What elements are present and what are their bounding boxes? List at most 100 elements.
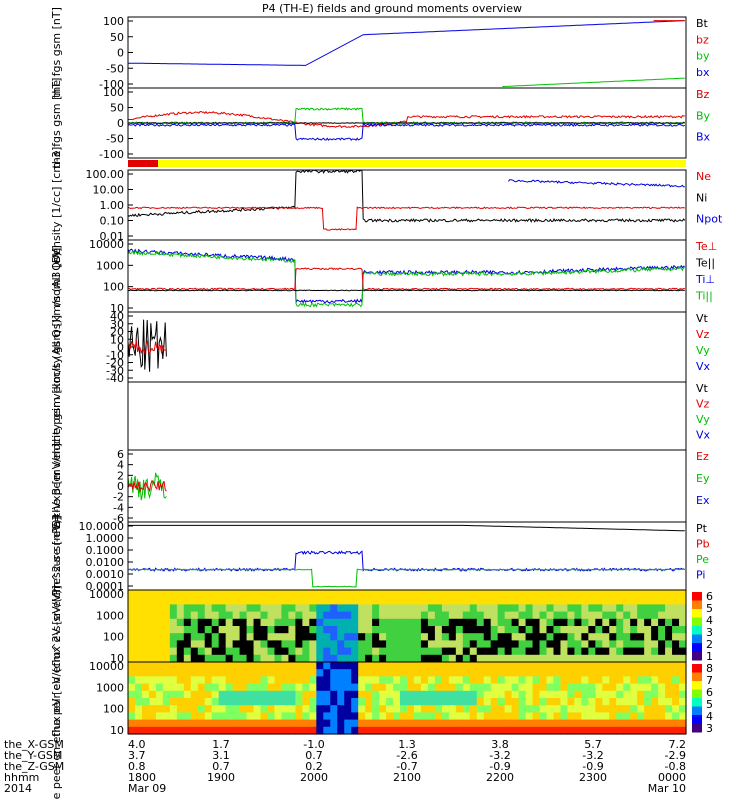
heatmap-cell — [546, 654, 555, 663]
heatmap-cell — [630, 618, 638, 627]
heatmap-cell — [595, 604, 603, 613]
heatmap-cell — [532, 647, 541, 656]
panel-frame — [127, 381, 687, 451]
heatmap-cell — [448, 604, 457, 613]
heatmap-cell — [567, 683, 575, 692]
heatmap-cell — [574, 662, 582, 670]
colorbar-band — [692, 672, 702, 682]
heatmap-cell — [169, 683, 178, 692]
heatmap-cell — [128, 647, 136, 656]
heatmap-cell — [302, 647, 310, 656]
heatmap-cell — [497, 705, 506, 713]
heatmap-cell — [609, 676, 617, 685]
heatmap-cell — [413, 640, 422, 649]
heatmap-cell — [490, 654, 499, 663]
heatmap-cell — [365, 633, 373, 641]
heatmap-cell — [539, 604, 548, 613]
heatmap-cell — [518, 618, 527, 627]
heatmap-cell — [490, 698, 499, 706]
heatmap-cell — [623, 705, 631, 713]
heatmap-cell — [672, 647, 680, 656]
heatmap-cell — [267, 698, 276, 706]
colorbar-band — [692, 617, 702, 627]
heatmap-cell — [581, 626, 589, 634]
heatmap-cell — [441, 705, 450, 713]
heatmap-cell — [239, 662, 248, 670]
heatmap-cell — [518, 604, 527, 613]
heatmap-cell — [400, 712, 408, 721]
heatmap-cell — [525, 640, 534, 649]
heatmap-cell — [260, 633, 269, 641]
heatmap-cell — [455, 640, 464, 649]
heatmap-cell — [546, 726, 555, 735]
heatmap-cell — [295, 647, 303, 656]
heatmap-cell — [253, 662, 262, 670]
heatmap-cell — [630, 647, 638, 656]
heatmap-cell — [420, 597, 429, 605]
heatmap-cell — [434, 618, 443, 627]
heatmap-cell — [434, 669, 443, 677]
heatmap-cell — [316, 604, 324, 613]
heatmap-cell — [630, 654, 638, 663]
heatmap-cell — [595, 597, 603, 605]
heatmap-cell — [155, 698, 164, 706]
heatmap-cell — [407, 590, 415, 598]
heatmap-cell — [344, 590, 352, 598]
heatmap-cell — [476, 662, 485, 670]
heatmap-cell — [511, 683, 520, 692]
heatmap-cell — [309, 698, 317, 706]
heatmap-cell — [630, 712, 638, 721]
heatmap-cell — [483, 618, 492, 627]
heatmap-cell — [427, 654, 436, 663]
heatmap-cell — [658, 698, 666, 706]
heatmap-cell — [232, 611, 241, 620]
heatmap-cell — [288, 647, 296, 656]
heatmap-cell — [448, 698, 457, 706]
heatmap-cell — [169, 662, 178, 670]
heatmap-cell — [288, 719, 296, 728]
heatmap-cell — [574, 626, 582, 634]
heatmap-cell — [672, 712, 680, 721]
data-series — [128, 590, 687, 663]
heatmap-cell — [400, 654, 408, 663]
heatmap-cell — [588, 618, 596, 627]
heatmap-cell — [141, 626, 150, 634]
heatmap-cell — [483, 669, 492, 677]
heatmap-cell — [260, 676, 269, 685]
heatmap-cell — [504, 726, 513, 735]
heatmap-cell — [483, 597, 492, 605]
heatmap-cell — [658, 705, 666, 713]
heatmap-cell — [134, 618, 143, 627]
heatmap-cell — [344, 640, 352, 649]
heatmap-cell — [267, 590, 276, 598]
heatmap-cell — [504, 611, 513, 620]
time-row-label: the_Y-GSM — [4, 749, 62, 762]
heatmap-cell — [330, 698, 338, 706]
heatmap-cell — [476, 676, 485, 685]
heatmap-cell — [644, 626, 652, 634]
heatmap-cell — [267, 597, 276, 605]
heatmap-cell — [204, 726, 213, 735]
heatmap-cell — [623, 698, 631, 706]
heatmap-cell — [490, 690, 499, 699]
heatmap-cell — [274, 647, 283, 656]
heatmap-cell — [665, 662, 673, 670]
heatmap-cell — [595, 611, 603, 620]
heatmap-cell — [316, 712, 324, 721]
heatmap-cell — [588, 633, 596, 641]
heatmap-cell — [588, 590, 596, 598]
time-tick-label: 5.7 — [584, 738, 602, 751]
heatmap-cell — [267, 719, 276, 728]
heatmap-cell — [651, 705, 659, 713]
heatmap-cell — [525, 611, 534, 620]
heatmap-cell — [651, 726, 659, 735]
heatmap-cell — [141, 676, 150, 685]
y-axis-label: the peer en eflux eV [eV/(cm^2-s-sr-eV)] — [50, 585, 63, 800]
heatmap-cell — [246, 719, 255, 728]
heatmap-cell — [518, 719, 527, 728]
heatmap-cell — [267, 654, 276, 663]
heatmap-cell — [162, 690, 171, 699]
heatmap-cell — [134, 705, 143, 713]
heatmap-cell — [413, 669, 422, 677]
heatmap-cell — [623, 604, 631, 613]
